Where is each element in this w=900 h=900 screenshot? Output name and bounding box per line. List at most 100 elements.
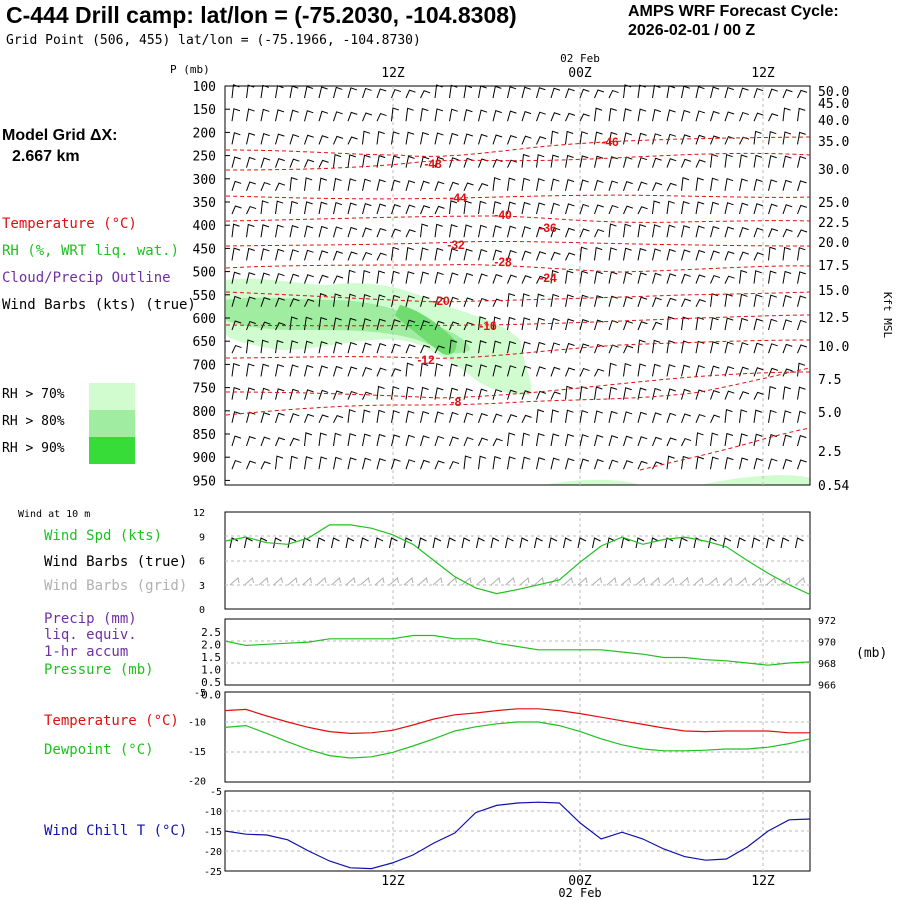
wind-barb (376, 154, 386, 168)
wind-barb (724, 154, 733, 168)
wind-barb (275, 339, 284, 354)
wind-barb (275, 297, 285, 307)
wind-barb (550, 87, 561, 99)
wind-barb (521, 226, 531, 238)
wind-barb-true (534, 537, 543, 549)
wind-barb (652, 363, 661, 377)
pressure-tick-label: 300 (193, 173, 216, 188)
wind-barb (753, 227, 764, 238)
wind-barb (681, 413, 691, 423)
wind-barb (739, 87, 749, 99)
wind-barb (710, 293, 719, 307)
wind-barb-true (258, 537, 268, 549)
wind-barb-grid (345, 577, 356, 586)
wind-barb (681, 388, 691, 400)
wind-barb (739, 178, 748, 191)
wind-barb (579, 155, 589, 168)
wind-barb (521, 201, 531, 215)
wind-barb (333, 86, 343, 99)
pressure-line (224, 634, 811, 666)
wind-barb (478, 388, 488, 400)
wind-barb (434, 181, 445, 191)
wind-barb (246, 411, 256, 423)
wind-barb (797, 344, 808, 354)
wind-barb (550, 251, 561, 261)
wind-barb (289, 413, 300, 423)
wind-barb (405, 131, 415, 145)
wind-barb (681, 225, 691, 238)
wind-barb (246, 320, 257, 331)
wind-barb (579, 458, 590, 470)
wind-barb (507, 134, 517, 145)
wind-barb (507, 292, 516, 307)
wind-barb (362, 409, 371, 423)
wind-barb (710, 177, 719, 191)
wind-barb (304, 364, 314, 377)
wind-barb (405, 344, 416, 354)
wind-barb (434, 387, 444, 400)
wind-barb (318, 341, 328, 354)
wind-barb (536, 341, 546, 354)
wind-barb (391, 179, 401, 191)
wind-barb (637, 321, 648, 331)
wind-barb (710, 135, 721, 145)
wind-barb-true (795, 537, 804, 549)
wind-barb (550, 391, 561, 400)
temperature-contour (225, 339, 811, 359)
wind-barb (376, 367, 387, 377)
windchill-y-tick-label: -15 (204, 827, 222, 838)
wind-barb (507, 414, 518, 423)
wind-barb (782, 107, 791, 122)
wind-barb (565, 252, 576, 261)
wind-barb (420, 90, 431, 99)
wind-barb (362, 154, 371, 168)
wind-barb (420, 132, 429, 145)
pressure-tick-label: 750 (193, 382, 216, 397)
wind-barb (347, 178, 357, 191)
wind-barb (565, 409, 574, 423)
wind-barb (362, 366, 372, 377)
wind-barb (318, 159, 329, 168)
wind-barb (666, 297, 677, 307)
wind-barb (391, 246, 400, 261)
wind-barb (463, 436, 474, 447)
wind-barb (463, 182, 474, 192)
wind-barb (637, 411, 647, 423)
wind-barb-true (519, 537, 529, 549)
wind-barb (347, 111, 358, 122)
wind-barb (275, 412, 285, 423)
pressure-tick-label: 200 (193, 126, 216, 141)
wind-barb (623, 271, 633, 284)
wind-barb (376, 130, 385, 145)
pressure-tick-label: 250 (193, 150, 216, 165)
wind-barb (782, 204, 793, 215)
wind-barb (304, 110, 314, 122)
wind-barb (492, 389, 503, 400)
pressure-tick-label: 900 (193, 451, 216, 466)
wind-barb (797, 229, 808, 238)
height-tick-label: 50.0 (818, 85, 849, 100)
wind-barb (318, 86, 328, 99)
wind-barb (579, 270, 589, 284)
wind-barb (724, 293, 733, 307)
forecast-cycle-label: AMPS WRF Forecast Cycle: (628, 3, 839, 20)
wind-barb (623, 108, 632, 122)
wind-barb (289, 455, 298, 470)
dewpoint-line (224, 721, 811, 759)
wind-barb (608, 295, 618, 307)
wind-barb (507, 250, 517, 261)
wind-barb-grid (563, 577, 573, 586)
wind-barbs-upper (231, 84, 808, 470)
wind-barb (420, 247, 429, 261)
wind-barb (565, 154, 574, 168)
wind-barb (420, 107, 429, 122)
wind-barb (724, 111, 735, 122)
wind-barb (608, 459, 619, 470)
temperature-y-tick-label: -15 (188, 747, 206, 758)
wind-barb (347, 390, 358, 400)
wind-barb-true (751, 537, 761, 549)
pressure-tick-label: 400 (193, 219, 216, 234)
wind-barb (449, 460, 460, 470)
wind-barb (797, 131, 806, 145)
wind-barb (565, 88, 575, 99)
